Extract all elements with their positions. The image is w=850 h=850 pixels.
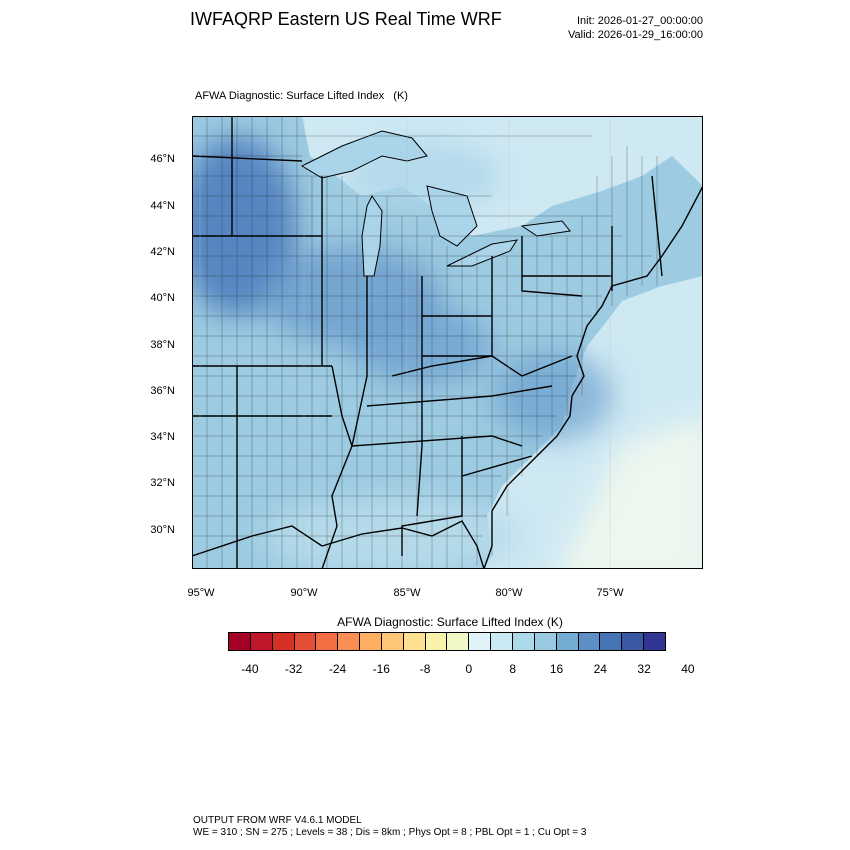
colorbar-swatch xyxy=(512,633,535,650)
colorbar-tick-label: -32 xyxy=(285,662,303,676)
colorbar-title: AFWA Diagnostic: Surface Lifted Index (K… xyxy=(337,615,563,629)
valid-time: Valid: 2026-01-29_16:00:00 xyxy=(568,29,703,41)
colorbar-swatch xyxy=(600,633,623,650)
model-config: WE = 310 ; SN = 275 ; Levels = 38 ; Dis … xyxy=(193,827,587,838)
colorbar-swatch xyxy=(381,633,404,650)
model-version: OUTPUT FROM WRF V4.6.1 MODEL xyxy=(193,815,362,826)
colorbar-swatch xyxy=(622,633,645,650)
lake-erie xyxy=(446,239,519,267)
colorbar-swatch xyxy=(316,633,339,650)
colorbar-swatch xyxy=(534,633,557,650)
colorbar-tick-label: 0 xyxy=(465,662,473,676)
colorbar-tick-label: 40 xyxy=(681,662,695,676)
colorbar-tick-label: -16 xyxy=(372,662,390,676)
state-boundaries xyxy=(192,116,663,569)
colorbar-swatch xyxy=(578,633,601,650)
lat-label: 34°N xyxy=(150,431,175,443)
model-info: OUTPUT FROM WRF V4.6.1 MODEL WE = 310 ; … xyxy=(193,815,586,839)
colorbar-swatch xyxy=(425,633,448,650)
colorbar-tick-label: 8 xyxy=(509,662,517,676)
lon-label: 80°W xyxy=(495,587,523,599)
colorbar-swatch xyxy=(469,633,492,650)
lat-label: 42°N xyxy=(150,246,175,258)
colorbar-swatch xyxy=(294,633,317,650)
lat-label: 46°N xyxy=(150,153,175,165)
atlantic-coastline xyxy=(483,185,703,569)
colorbar-tick-label: -40 xyxy=(241,662,259,676)
gulf-coastline xyxy=(192,520,485,569)
map-panel xyxy=(192,116,703,569)
colorbar-tick-label: -8 xyxy=(419,662,431,676)
colorbar-swatch xyxy=(644,633,665,650)
lon-label: 95°W xyxy=(187,587,215,599)
lon-label: 85°W xyxy=(393,587,421,599)
run-times: Init: 2026-01-27_00:00:00 Valid: 2026-01… xyxy=(568,14,703,42)
colorbar-tick-label: 24 xyxy=(593,662,607,676)
lat-label: 44°N xyxy=(150,200,175,212)
lon-label: 90°W xyxy=(290,587,318,599)
colorbar-swatch xyxy=(338,633,361,650)
colorbar-swatch xyxy=(229,633,251,650)
colorbar-swatch xyxy=(403,633,426,650)
lat-label: 36°N xyxy=(150,385,175,397)
colorbar-swatch xyxy=(360,633,382,650)
colorbar-tick-label: -24 xyxy=(328,662,347,676)
colorbar-swatch xyxy=(272,633,295,650)
offshore-field xyxy=(560,419,703,569)
lat-label: 30°N xyxy=(150,524,175,536)
init-time: Init: 2026-01-27_00:00:00 xyxy=(577,15,703,27)
field-core-west xyxy=(192,136,297,316)
page-title: IWFAQRP Eastern US Real Time WRF xyxy=(190,9,502,29)
graticule xyxy=(199,116,611,569)
lake-ontario xyxy=(520,220,571,237)
colorbar-swatch xyxy=(447,633,470,650)
colorbar xyxy=(228,632,666,651)
field-light-lakes xyxy=(342,141,502,211)
lake-superior xyxy=(300,130,428,179)
map-title: AFWA Diagnostic: Surface Lifted Index (K… xyxy=(195,90,408,102)
colorbar-tick-label: 16 xyxy=(549,662,564,676)
colorbar-swatch xyxy=(556,633,579,650)
colorbar-swatch xyxy=(250,633,273,650)
lat-label: 32°N xyxy=(150,477,175,489)
lon-label: 75°W xyxy=(596,587,624,599)
colorbar-tick-label: 32 xyxy=(637,662,651,676)
colorbar-swatch xyxy=(491,633,513,650)
lat-label: 40°N xyxy=(150,292,175,304)
lat-label: 38°N xyxy=(150,339,175,351)
